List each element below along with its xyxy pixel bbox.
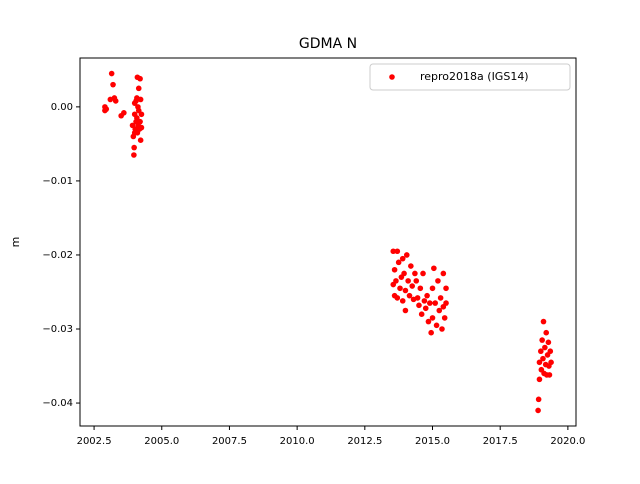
x-tick-label: 2020.0 xyxy=(550,436,585,447)
data-point xyxy=(405,278,411,284)
data-point xyxy=(437,295,444,301)
data-point xyxy=(131,129,138,136)
data-point xyxy=(420,270,426,277)
data-point xyxy=(397,285,403,292)
legend-label: repro2018a (IGS14) xyxy=(420,70,529,83)
data-point xyxy=(431,265,437,272)
x-tick-label: 2010.0 xyxy=(280,436,315,447)
data-point xyxy=(540,318,547,325)
data-point xyxy=(121,109,127,116)
data-point xyxy=(112,98,119,104)
data-point xyxy=(435,278,441,284)
legend-box xyxy=(369,63,571,91)
data-point xyxy=(422,305,429,312)
data-point xyxy=(399,298,406,304)
data-point xyxy=(421,298,428,304)
data-point xyxy=(402,307,409,314)
data-point xyxy=(409,283,416,289)
plot-frame xyxy=(79,57,577,427)
data-point xyxy=(433,322,440,329)
data-point xyxy=(131,144,137,151)
data-point xyxy=(546,372,553,378)
data-point xyxy=(432,300,439,306)
x-tick-label: 2015.0 xyxy=(415,436,450,447)
data-point xyxy=(536,376,543,383)
data-point xyxy=(536,359,543,366)
data-point xyxy=(138,111,145,118)
y-tick-label: −0.01 xyxy=(42,176,73,187)
data-point xyxy=(137,137,144,143)
data-point xyxy=(428,329,434,336)
data-point xyxy=(436,307,443,314)
data-point xyxy=(402,287,409,294)
data-point xyxy=(440,270,447,277)
data-point xyxy=(441,315,448,321)
data-point xyxy=(417,285,424,292)
y-tick-label: −0.02 xyxy=(42,250,73,261)
data-point xyxy=(394,248,401,255)
legend-marker xyxy=(389,74,395,80)
data-point xyxy=(103,106,110,112)
data-point xyxy=(137,118,143,125)
data-point xyxy=(406,292,413,299)
data-point xyxy=(403,252,410,258)
x-tick-label: 2012.5 xyxy=(347,436,382,447)
data-point xyxy=(108,70,115,77)
data-point xyxy=(134,115,140,121)
x-tick-label: 2005.0 xyxy=(144,436,179,447)
chart-title: GDMA N xyxy=(299,36,357,52)
data-point xyxy=(393,278,399,284)
data-point xyxy=(399,255,406,262)
x-tick-label: 2017.5 xyxy=(483,436,518,447)
data-point xyxy=(535,396,542,403)
data-point xyxy=(424,292,430,299)
data-point xyxy=(134,95,140,101)
data-point xyxy=(391,266,398,273)
data-point xyxy=(413,278,420,284)
data-point xyxy=(429,315,436,321)
data-point xyxy=(542,344,548,351)
data-point xyxy=(429,285,436,292)
data-point xyxy=(439,326,445,332)
data-point xyxy=(539,337,545,343)
data-point xyxy=(443,300,449,306)
data-point xyxy=(443,285,449,292)
data-point xyxy=(545,339,552,346)
data-point xyxy=(535,407,541,414)
data-point xyxy=(135,85,142,92)
data-point xyxy=(394,295,401,301)
data-point xyxy=(414,295,421,301)
data-point xyxy=(138,124,145,131)
x-tick-label: 2007.5 xyxy=(212,436,247,447)
data-point xyxy=(418,311,425,317)
data-point xyxy=(426,300,433,306)
y-tick-label: −0.04 xyxy=(42,398,73,409)
y-tick-label: 0.00 xyxy=(51,102,73,113)
data-point xyxy=(408,263,414,269)
data-point xyxy=(395,259,402,266)
data-point xyxy=(540,355,546,362)
data-point xyxy=(401,270,407,277)
data-point xyxy=(425,318,432,325)
data-point xyxy=(538,348,544,355)
data-point xyxy=(390,248,397,255)
data-point xyxy=(543,329,550,336)
x-tick-label: 2002.5 xyxy=(77,436,112,447)
data-point xyxy=(131,152,137,158)
data-point xyxy=(110,81,116,88)
data-point xyxy=(137,75,143,82)
data-point xyxy=(547,348,554,355)
y-tick-label: −0.03 xyxy=(42,324,73,335)
data-point xyxy=(548,359,554,366)
y-axis-label: m xyxy=(9,237,22,248)
data-point xyxy=(412,270,418,277)
data-point xyxy=(416,302,422,309)
